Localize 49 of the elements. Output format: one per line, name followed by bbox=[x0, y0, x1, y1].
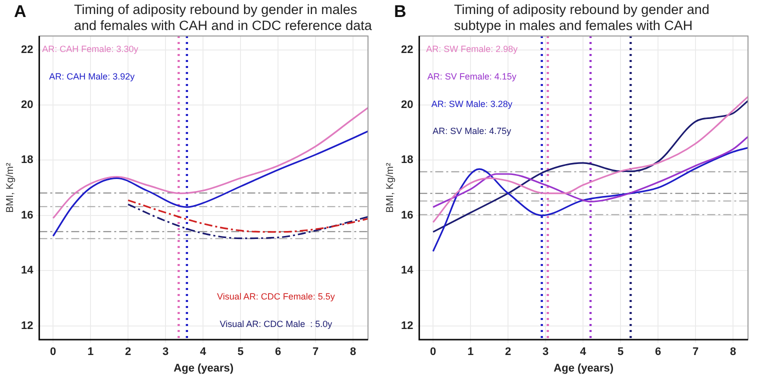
x-tick-label: 6 bbox=[654, 346, 662, 358]
line-series bbox=[127, 204, 368, 240]
x-tick-label: 2 bbox=[125, 346, 132, 358]
x-tick-label: 4 bbox=[200, 346, 207, 358]
y-tick-label: 20 bbox=[400, 99, 414, 112]
chart-title: Timing of adiposity rebound by gender and subtype in males and females with CAH bbox=[454, 2, 710, 34]
x-axis-title: Age (years) bbox=[174, 362, 234, 374]
annotation: AR: CAH Male: 3.92y bbox=[49, 71, 136, 82]
x-tick-label: 6 bbox=[274, 346, 282, 358]
text: B bbox=[394, 2, 406, 22]
y-tick-label: 20 bbox=[20, 99, 34, 112]
x-tick-label: 7 bbox=[692, 346, 699, 358]
y-tick-label: 14 bbox=[20, 264, 34, 277]
annotation: AR: SW Female: 2.98y bbox=[426, 44, 518, 54]
annotation: AR: SV Female: 4.15y bbox=[427, 71, 517, 82]
y-axis-title: BMI, Kg/m² bbox=[384, 162, 396, 213]
x-tick-label: 0 bbox=[430, 346, 436, 358]
chart-title: Timing of adiposity rebound by gender in males and females with CAH and in CDC reference data bbox=[74, 2, 373, 34]
annotation: Visual AR: CDC Female: 5.5y bbox=[217, 292, 336, 302]
x-tick-label: 2 bbox=[505, 346, 512, 358]
x-tick-label: 8 bbox=[730, 346, 736, 358]
x-tick-label: 1 bbox=[468, 346, 474, 358]
y-tick-label: 12 bbox=[20, 320, 34, 332]
annotation: AR: SW Male: 3.28y bbox=[431, 98, 513, 109]
x-tick-label: 7 bbox=[312, 346, 319, 358]
y-tick-label: 18 bbox=[20, 154, 34, 166]
x-tick-label: 8 bbox=[350, 346, 356, 358]
y-tick-label: 12 bbox=[400, 320, 414, 332]
x-tick-label: 5 bbox=[237, 346, 244, 358]
annotation: AR: CAH Female: 3.30y bbox=[42, 44, 139, 54]
x-tick-label: 0 bbox=[50, 346, 56, 358]
y-tick-label: 18 bbox=[400, 154, 414, 166]
y-tick-label: 16 bbox=[400, 209, 414, 222]
x-tick-label: 3 bbox=[162, 346, 169, 358]
y-tick-label: 22 bbox=[400, 44, 414, 56]
x-tick-label: 4 bbox=[580, 346, 587, 358]
annotation: AR: SV Male: 4.75y bbox=[432, 126, 512, 136]
y-axis-title: BMI, Kg/m² bbox=[4, 162, 16, 213]
y-tick-label: 16 bbox=[20, 209, 34, 222]
line-series bbox=[127, 199, 368, 233]
x-tick-label: 5 bbox=[617, 346, 624, 358]
x-tick-label: 3 bbox=[542, 346, 549, 358]
line-series bbox=[52, 106, 368, 219]
annotation: Visual AR: CDC Male : 5.0y bbox=[220, 318, 333, 329]
y-tick-label: 14 bbox=[400, 264, 414, 277]
text: A bbox=[14, 2, 26, 22]
x-tick-label: 1 bbox=[88, 346, 94, 358]
x-axis-title: Age (years) bbox=[554, 362, 614, 374]
y-tick-label: 22 bbox=[20, 44, 34, 56]
